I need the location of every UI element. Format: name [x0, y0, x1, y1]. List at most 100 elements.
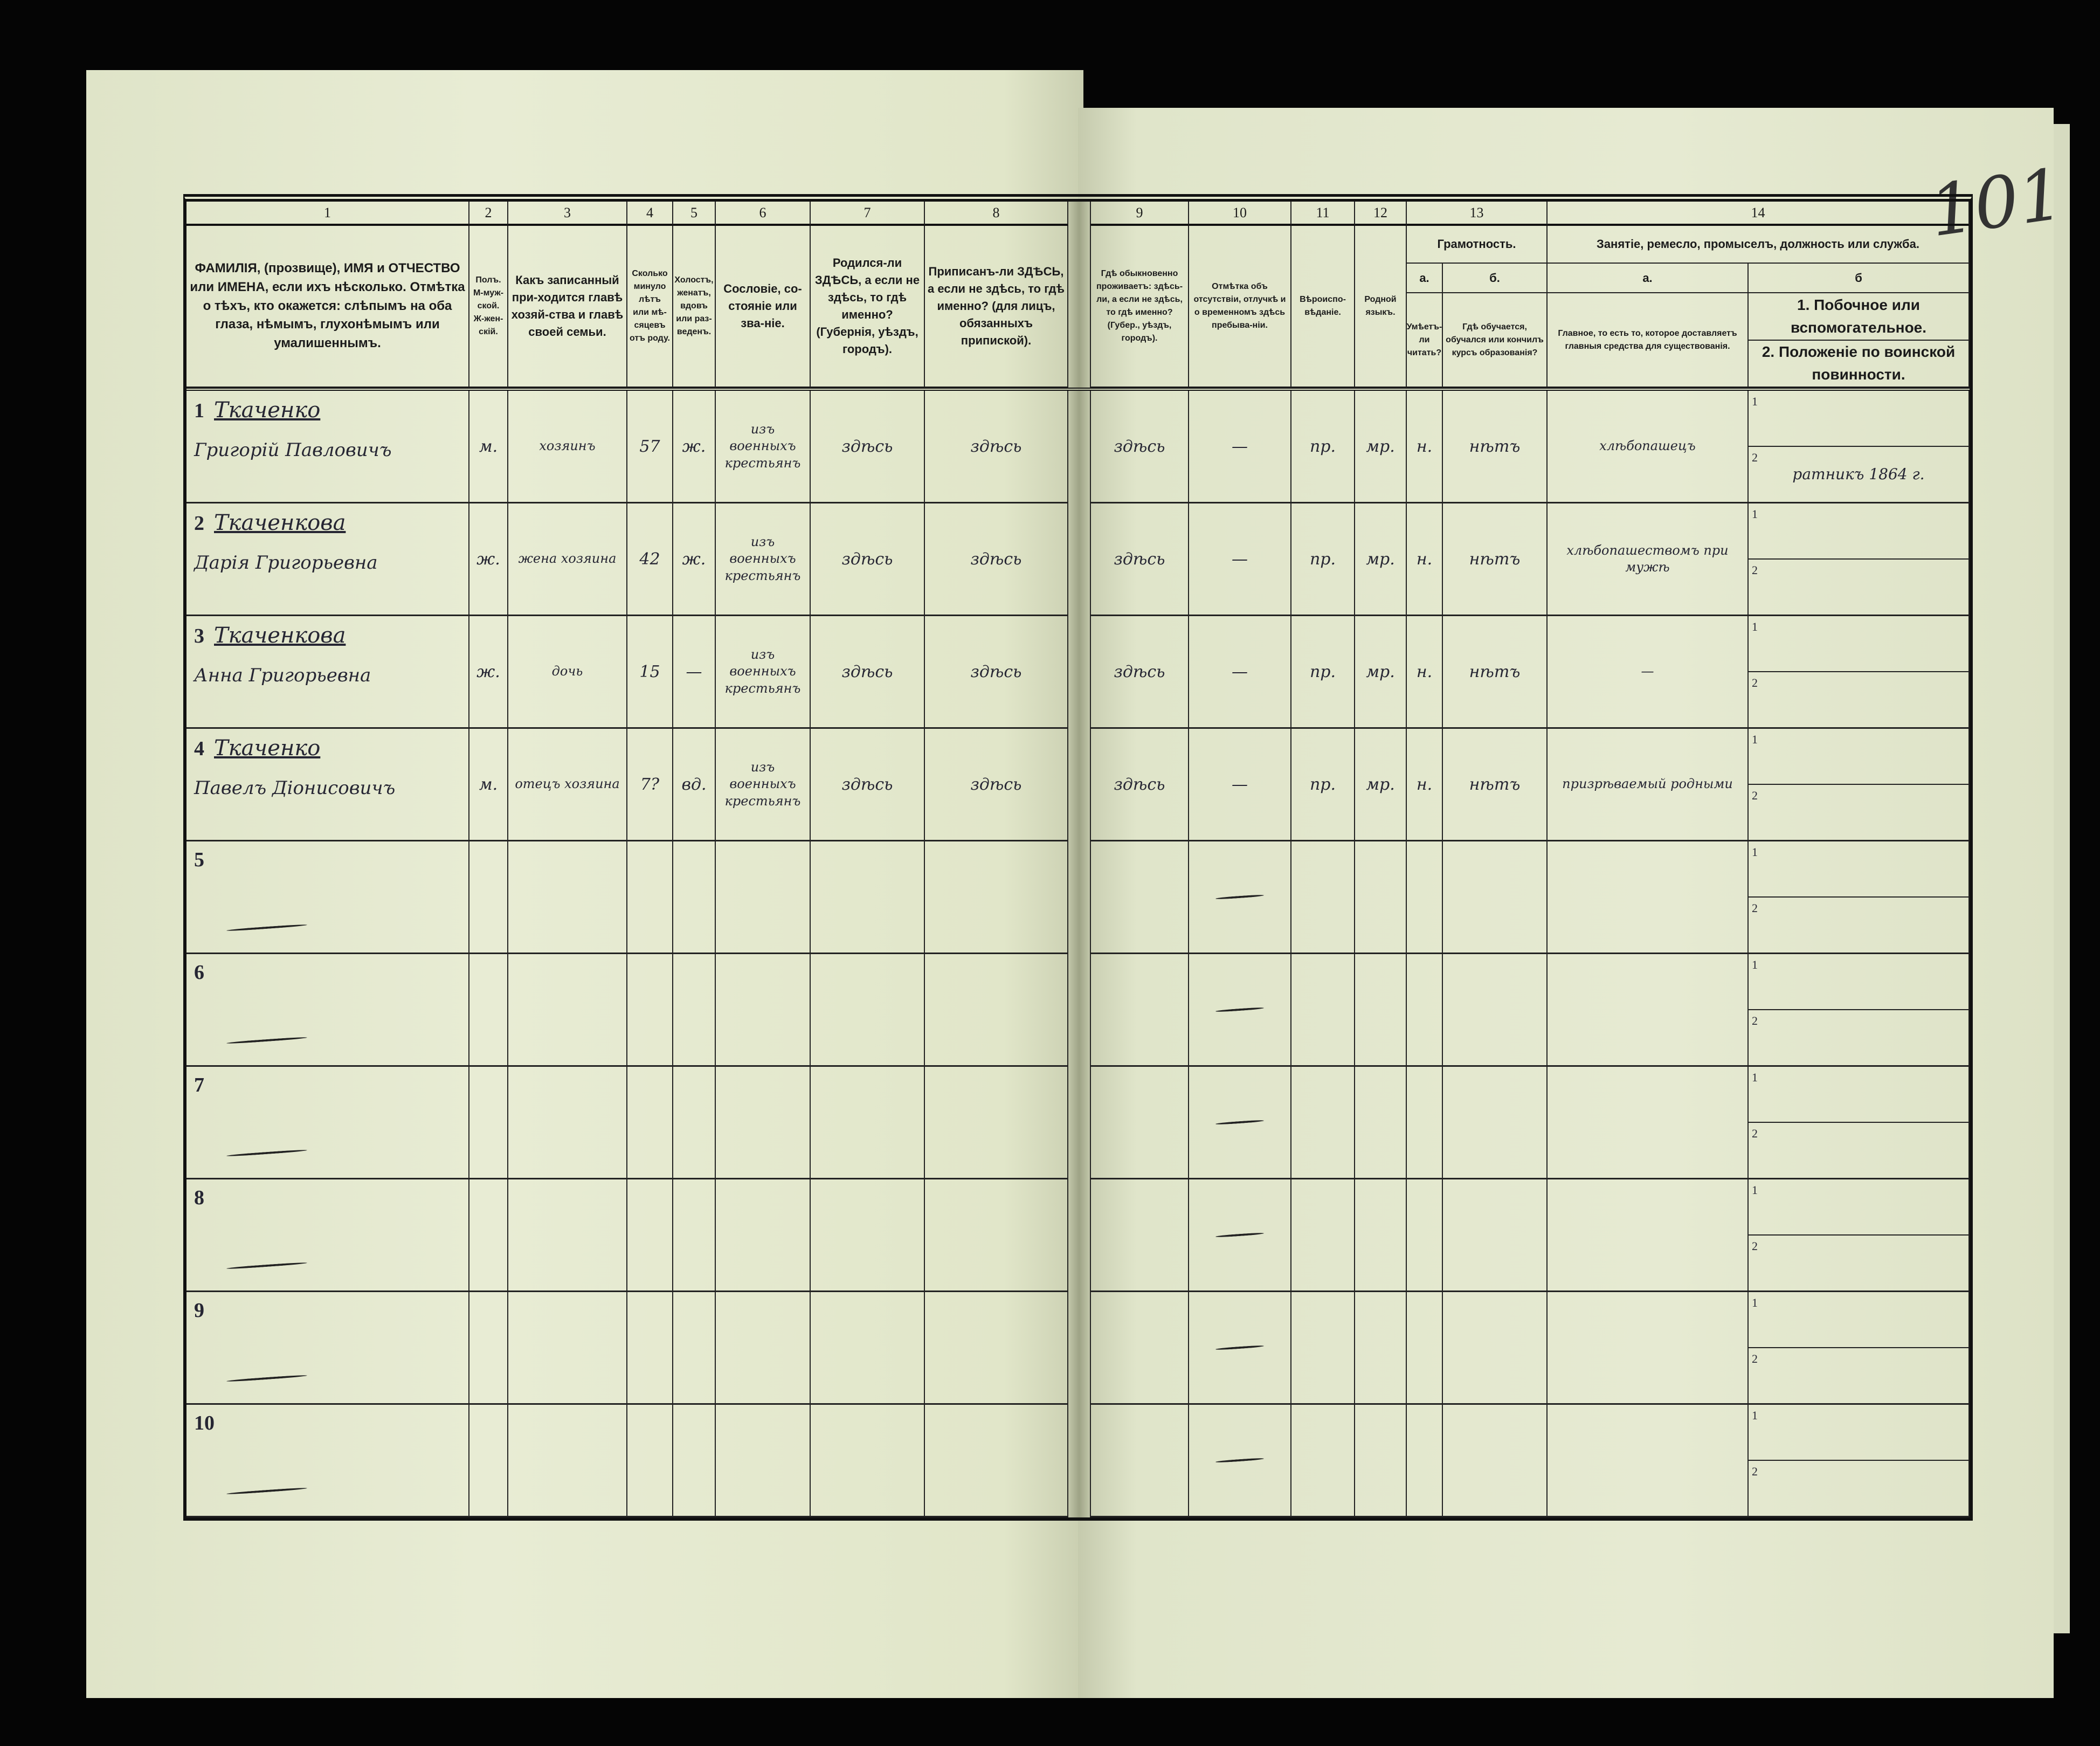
- side-occupation: 1: [1749, 1179, 1968, 1236]
- cell-age: [627, 954, 673, 1067]
- cell-registered: [925, 1067, 1068, 1179]
- cell-age: [627, 1179, 673, 1292]
- cell-marital: [673, 1067, 716, 1179]
- military-status: 2: [1749, 560, 1968, 615]
- military-status: 2: [1749, 1010, 1968, 1065]
- cell-language: [1355, 841, 1407, 954]
- cell-birthplace: здѣсь: [811, 729, 925, 841]
- cell-education: [1443, 954, 1548, 1067]
- header-sex: Полъ. М-муж-ской. Ж-жен-скій.: [469, 226, 508, 388]
- col-number-9: 9: [1091, 202, 1189, 226]
- sub-label-1: 1: [1752, 1409, 1758, 1422]
- given-name: Григорій Павловичъ: [194, 439, 392, 461]
- cell-birthplace: [811, 1179, 925, 1292]
- book-gutter: [1068, 1179, 1091, 1292]
- cell-residence: здѣсь: [1091, 503, 1189, 616]
- cell-registered: [925, 841, 1068, 954]
- book-gutter: [1068, 841, 1091, 954]
- table-row-1-name-cell: 1 Ткаченко Григорій Павловичъ: [186, 391, 469, 503]
- cell-religion: пр.: [1291, 729, 1355, 841]
- cell-estate: [716, 1405, 811, 1517]
- table-row-3-name-cell: 3 Ткаченкова Анна Григорьевна: [186, 616, 469, 729]
- surname: Ткаченкова: [214, 623, 346, 648]
- book-gutter: [1068, 729, 1091, 841]
- table-row-7-name-cell: 7: [186, 1067, 469, 1179]
- header-occupation-side-military: 1. Побочное или вспомогательное. 2. Поло…: [1749, 293, 1970, 388]
- cell-estate: [716, 954, 811, 1067]
- cell-religion: [1291, 954, 1355, 1067]
- cell-language: [1355, 1292, 1407, 1405]
- row-number: 5: [194, 848, 204, 871]
- cell-language: мр.: [1355, 391, 1407, 503]
- cell-education: [1443, 841, 1548, 954]
- col-number-13: 13: [1407, 202, 1548, 226]
- given-name: Дарія Григорьевна: [194, 552, 378, 574]
- header-estate: Сословіе, со-стояніе или зва-ніе.: [716, 226, 811, 388]
- military-status: 2: [1749, 898, 1968, 953]
- cell-religion: [1291, 1179, 1355, 1292]
- sub-label-1: 1: [1752, 958, 1758, 971]
- cell-absence: —: [1189, 391, 1291, 503]
- cell-occupation-main: [1548, 954, 1749, 1067]
- cell-sex: ж.: [469, 616, 508, 729]
- cell-occupation-main: [1548, 841, 1749, 954]
- header-residence: Гдѣ обыкновенно проживаетъ: здѣсь-ли, а …: [1091, 226, 1189, 388]
- cell-age: [627, 841, 673, 954]
- header-language: Родной языкъ.: [1355, 226, 1407, 388]
- cell-can-read: [1407, 1179, 1443, 1292]
- cell-education: нѣтъ: [1443, 729, 1548, 841]
- cell-age: [627, 1067, 673, 1179]
- cell-relation: отецъ хозяина: [508, 729, 627, 841]
- cell-education: [1443, 1405, 1548, 1517]
- military-status: 2: [1749, 1348, 1968, 1403]
- cell-age: 7?: [627, 729, 673, 841]
- military-status: 2: [1749, 785, 1968, 840]
- cell-religion: [1291, 1292, 1355, 1405]
- blank-dash: [1215, 1119, 1265, 1126]
- table-row-8-name-cell: 8: [186, 1179, 469, 1292]
- cell-registered: [925, 1179, 1068, 1292]
- cell-absence: [1189, 1292, 1291, 1405]
- cell-relation: хозяинъ: [508, 391, 627, 503]
- cell-birthplace: [811, 1067, 925, 1179]
- sub-label-1: 1: [1752, 845, 1758, 859]
- side-occupation: 1: [1749, 1292, 1968, 1348]
- side-occupation: 1: [1749, 729, 1968, 785]
- cell-education: [1443, 1292, 1548, 1405]
- military-status: 2: [1749, 1461, 1968, 1516]
- cell-estate: изъ военныхъ крестьянъ: [716, 503, 811, 616]
- table-row-9-name-cell: 9: [186, 1292, 469, 1405]
- military-status: 2: [1749, 1123, 1968, 1178]
- cell-birthplace: [811, 841, 925, 954]
- military-value: ратникъ 1864 г.: [1792, 465, 1925, 483]
- surname: Ткаченкова: [214, 510, 346, 535]
- cell-registered: здѣсь: [925, 503, 1068, 616]
- sub-label-2: 2: [1752, 1014, 1758, 1027]
- sub-label-1: 1: [1752, 1071, 1758, 1084]
- cell-can-read: [1407, 1067, 1443, 1179]
- header-literacy-b-letter: б.: [1443, 264, 1548, 293]
- sub-label-2: 2: [1752, 1239, 1758, 1253]
- book-gutter: [1068, 1292, 1091, 1405]
- col-number-8: 8: [925, 202, 1068, 226]
- cell-education: нѣтъ: [1443, 391, 1548, 503]
- side-occupation: 1: [1749, 391, 1968, 447]
- cell-can-read: [1407, 954, 1443, 1067]
- cell-sex: ж.: [469, 503, 508, 616]
- surname: Ткаченко: [214, 736, 321, 761]
- sub-label-2: 2: [1752, 451, 1758, 464]
- blank-dash: [226, 1474, 461, 1498]
- table-row-6-name-cell: 6: [186, 954, 469, 1067]
- header-birthplace: Родился-ли ЗДѢСЬ, а если не здѣсь, то гд…: [811, 226, 925, 388]
- table-row-4-name-cell: 4 Ткаченко Павелъ Діонисовичъ: [186, 729, 469, 841]
- header-military: 2. Положеніе по воинской повинности.: [1761, 343, 1956, 383]
- cell-birthplace: [811, 954, 925, 1067]
- given-name: Павелъ Діонисовичъ: [194, 777, 396, 799]
- cell-can-read: [1407, 1405, 1443, 1517]
- cell-education: нѣтъ: [1443, 503, 1548, 616]
- cell-religion: пр.: [1291, 503, 1355, 616]
- cell-relation: [508, 954, 627, 1067]
